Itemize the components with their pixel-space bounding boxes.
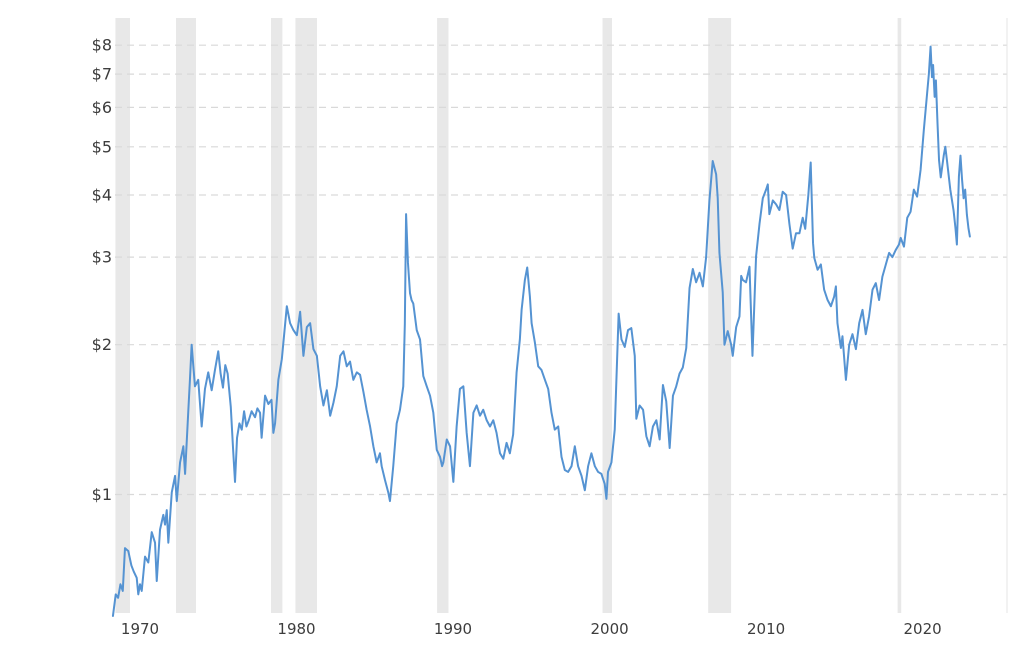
recession-band	[602, 18, 612, 613]
recession-band	[176, 18, 196, 613]
recession-band	[271, 18, 283, 613]
y-axis-tick-label: $6	[92, 98, 112, 117]
x-axis-tick-label: 1970	[121, 620, 159, 638]
x-axis-tick-label: 2020	[904, 620, 942, 638]
y-axis-tick-label: $3	[92, 248, 112, 267]
y-axis-tick-label: $8	[92, 36, 112, 55]
y-axis-tick-label: $2	[92, 335, 112, 354]
x-axis-tick-label: 2010	[747, 620, 785, 638]
recession-band	[437, 18, 449, 613]
y-axis-tick-label: $7	[92, 65, 112, 84]
x-axis-tick-label: 1990	[434, 620, 472, 638]
recession-band	[295, 18, 317, 613]
y-axis-tick-label: $5	[92, 137, 112, 156]
y-axis-tick-label: $1	[92, 485, 112, 504]
recession-band	[897, 18, 902, 613]
x-axis-tick-label: 1980	[277, 620, 315, 638]
price-line-series[interactable]	[111, 45, 971, 617]
y-axis-tick-label: $4	[92, 186, 112, 205]
x-axis-tick-label: 2000	[591, 620, 629, 638]
recession-band	[115, 18, 130, 613]
